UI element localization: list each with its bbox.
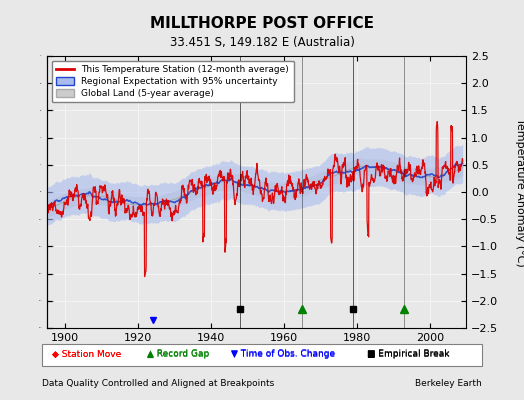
- Y-axis label: Temperature Anomaly (°C): Temperature Anomaly (°C): [515, 118, 524, 266]
- Text: ■ Empirical Break: ■ Empirical Break: [367, 350, 449, 359]
- Text: ◆ Station Move: ◆ Station Move: [52, 350, 122, 359]
- Text: Berkeley Earth: Berkeley Earth: [416, 379, 482, 388]
- Text: ◆ Station Move: ◆ Station Move: [52, 350, 122, 358]
- Text: ▼ Time of Obs. Change: ▼ Time of Obs. Change: [231, 350, 335, 359]
- Text: MILLTHORPE POST OFFICE: MILLTHORPE POST OFFICE: [150, 16, 374, 31]
- Legend: This Temperature Station (12-month average), Regional Expectation with 95% uncer: This Temperature Station (12-month avera…: [52, 60, 294, 102]
- Text: ▲ Record Gap: ▲ Record Gap: [147, 350, 209, 359]
- Text: ■ Empirical Break: ■ Empirical Break: [367, 350, 449, 358]
- Text: Data Quality Controlled and Aligned at Breakpoints: Data Quality Controlled and Aligned at B…: [42, 379, 274, 388]
- Text: ▲ Record Gap: ▲ Record Gap: [147, 350, 209, 358]
- Text: 33.451 S, 149.182 E (Australia): 33.451 S, 149.182 E (Australia): [170, 36, 354, 49]
- Text: ▼ Time of Obs. Change: ▼ Time of Obs. Change: [231, 350, 335, 358]
